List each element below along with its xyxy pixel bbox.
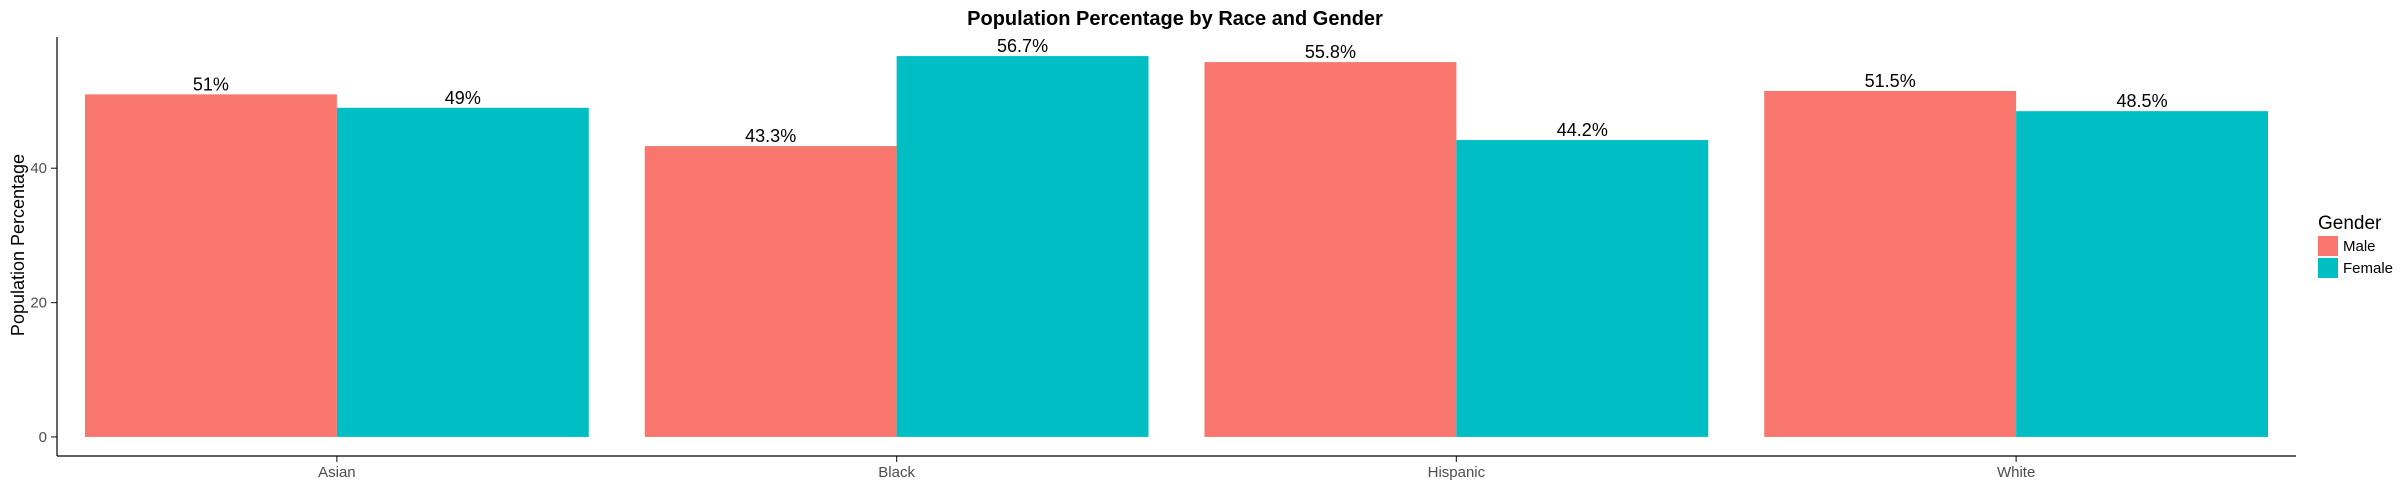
bar-value-label: 56.7%	[997, 36, 1048, 56]
chart-title: Population Percentage by Race and Gender	[967, 8, 1383, 30]
x-axis: Asian Black Hispanic White	[318, 456, 2035, 481]
y-axis-label: Population Percentage	[8, 154, 28, 336]
bar-value-label: 55.8%	[1305, 42, 1356, 62]
bar-female-white	[2016, 111, 2269, 437]
bar-series	[84, 56, 2269, 437]
data-labels: 51% 43.3% 55.8% 51.5% 49% 56.7% 44.2% 48.5%	[193, 36, 2168, 146]
bar-value-label: 51%	[193, 74, 229, 94]
legend-title: Gender	[2318, 213, 2382, 234]
x-tick-label: Asian	[318, 464, 356, 480]
y-tick-label: 0	[39, 429, 47, 446]
bar-value-label: 51.5%	[1865, 71, 1916, 91]
bar-value-label: 49%	[445, 88, 481, 108]
y-tick-label: 20	[30, 295, 47, 312]
legend-label-female: Female	[2343, 260, 2393, 277]
bar-value-label: 48.5%	[2117, 91, 2168, 111]
bar-value-label: 44.2%	[1557, 120, 1608, 140]
bar-female-hispanic	[1456, 140, 1709, 437]
x-tick-label: Hispanic	[1428, 464, 1486, 480]
legend-key-male	[2318, 236, 2338, 256]
bar-value-label: 43.3%	[745, 126, 796, 146]
bar-male-asian	[84, 94, 337, 437]
bar-female-black	[896, 56, 1149, 437]
x-tick-label: White	[1997, 464, 2035, 480]
bar-male-hispanic	[1204, 62, 1457, 437]
bar-male-white	[1764, 91, 2017, 437]
legend: Gender Male Female	[2318, 213, 2393, 278]
legend-label-male: Male	[2343, 238, 2376, 255]
y-tick-label: 40	[30, 160, 47, 177]
bar-female-asian	[336, 107, 589, 437]
legend-key-female	[2318, 258, 2338, 278]
x-tick-label: Black	[878, 464, 915, 480]
bar-male-black	[644, 146, 897, 437]
y-axis: 0 20 40	[30, 160, 57, 446]
